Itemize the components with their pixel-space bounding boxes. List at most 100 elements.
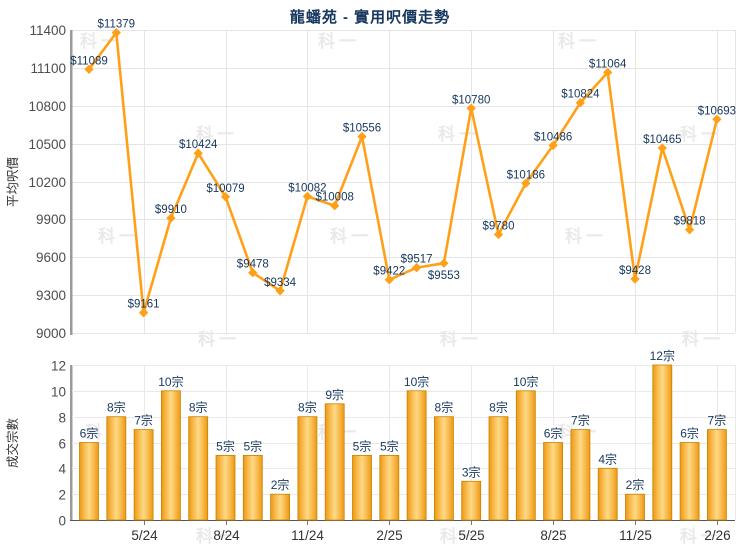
bar-value-label: 8宗: [435, 400, 454, 415]
point-value-label: $9818: [674, 216, 706, 228]
data-point-marker: [193, 148, 203, 158]
watermark-text: 科一: [80, 32, 122, 51]
volume-bar: [625, 493, 645, 521]
bar-value-label: 5宗: [216, 438, 235, 453]
data-point-marker: [548, 140, 558, 151]
watermark-text: 科一: [440, 330, 482, 349]
volume-bar: [270, 493, 291, 521]
point-value-label: $10693: [698, 105, 736, 117]
volume-bar-series: [79, 364, 727, 521]
volume-bar: [79, 442, 99, 521]
x-axis-label: 2/26: [704, 528, 730, 543]
bar-value-label: 8宗: [107, 400, 126, 415]
point-value-label: $10556: [343, 123, 381, 135]
volume-bar: [597, 467, 618, 521]
bar-value-label: 5宗: [353, 438, 372, 453]
point-value-label: $9334: [264, 277, 297, 289]
bar-value-label: 10宗: [513, 374, 538, 389]
data-point-marker: [439, 258, 449, 268]
bar-value-label: 10宗: [404, 374, 429, 389]
price-y-tick-label: 10800: [28, 99, 66, 114]
watermark-text: 科一: [98, 227, 140, 246]
bar-value-label: 5宗: [243, 438, 262, 453]
volume-bar: [433, 416, 454, 521]
watermark-text: 科一: [196, 125, 238, 144]
point-value-label: $9422: [373, 266, 405, 278]
point-value-label: $10486: [534, 131, 572, 143]
x-axis-label: 2/25: [376, 528, 402, 543]
bar-value-label: 10宗: [158, 374, 183, 389]
point-value-label: $9478: [237, 259, 269, 271]
data-point-marker: [603, 67, 613, 78]
point-value-label: $11064: [589, 58, 627, 70]
watermark-text: 科一: [680, 125, 722, 144]
price-y-tick-label: 9600: [36, 250, 66, 265]
volume-y-tick-label: 12: [51, 359, 66, 374]
volume-bar: [188, 416, 209, 521]
point-value-label: $11089: [70, 55, 108, 67]
watermark-text: 科一: [565, 227, 607, 246]
point-value-label: $10780: [452, 94, 490, 106]
watermark-text: 科一: [330, 227, 372, 246]
volume-y-tick-label: 6: [58, 437, 66, 452]
price-y-tick-label: 11400: [29, 23, 66, 38]
point-value-label: $9161: [128, 299, 160, 311]
price-y-tick-label: 9300: [36, 288, 66, 303]
point-value-label: $10824: [561, 89, 600, 101]
data-point-marker: [630, 274, 640, 284]
watermark-text: 科一: [318, 32, 360, 51]
x-axis-label: 11/25: [619, 528, 652, 543]
volume-bar: [106, 416, 127, 521]
point-value-label: $9780: [483, 221, 515, 233]
watermark-text: 科一: [558, 32, 600, 51]
data-point-marker: [712, 114, 722, 124]
price-y-tick-label: 9000: [36, 326, 66, 341]
point-value-label: $9428: [619, 265, 651, 277]
point-value-label: $9910: [155, 204, 187, 216]
page-title: 龍蟠苑 - 實用呎價走勢: [289, 9, 451, 26]
volume-bar: [297, 416, 318, 521]
volume-y-tick-label: 4: [58, 462, 66, 477]
price-y-tick-label: 11100: [30, 61, 66, 76]
volume-y-tick-label: 0: [58, 514, 66, 529]
data-point-marker: [84, 64, 94, 74]
x-axis-label: 8/25: [540, 528, 566, 543]
bar-value-label: 7宗: [571, 413, 590, 428]
volume-bar: [652, 364, 673, 521]
bar-value-label: 7宗: [708, 413, 727, 428]
volume-bar: [570, 429, 591, 521]
price-line: [87, 29, 719, 314]
price-y-tick-label: 10500: [28, 137, 66, 152]
point-value-label: $10465: [643, 134, 681, 146]
bar-value-label: 8宗: [298, 400, 317, 415]
bar-value-label: 6宗: [544, 426, 563, 441]
volume-bar: [324, 403, 345, 521]
volume-bar: [406, 390, 427, 521]
price-y-tick-label: 9900: [36, 212, 66, 227]
volume-bar: [215, 454, 236, 521]
bar-value-label: 6宗: [80, 426, 99, 441]
point-value-label: $9517: [401, 254, 433, 266]
watermark-text: 科一: [196, 527, 238, 546]
bar-value-label: 7宗: [134, 413, 153, 428]
x-axis-label: 8/24: [213, 528, 240, 543]
watermark-text: 科一: [198, 330, 240, 349]
volume-bar: [242, 454, 263, 521]
point-value-label: $10008: [316, 192, 354, 204]
volume-bar: [160, 390, 181, 521]
point-value-label: $11379: [98, 19, 136, 31]
point-value-label: $10186: [507, 169, 545, 181]
volume-y-tick-label: 10: [51, 385, 66, 400]
point-value-label: $10424: [179, 139, 218, 151]
volume-bar: [461, 480, 482, 521]
data-point-marker: [111, 28, 121, 38]
x-axis-label: 11/24: [291, 528, 324, 543]
bar-value-label: 9宗: [325, 387, 344, 402]
price-y-tick-label: 10200: [28, 175, 66, 190]
point-value-label: $10082: [288, 182, 326, 194]
point-value-label: $10079: [206, 183, 244, 195]
bar-value-label: 8宗: [489, 400, 508, 415]
volume-bar: [679, 442, 700, 521]
